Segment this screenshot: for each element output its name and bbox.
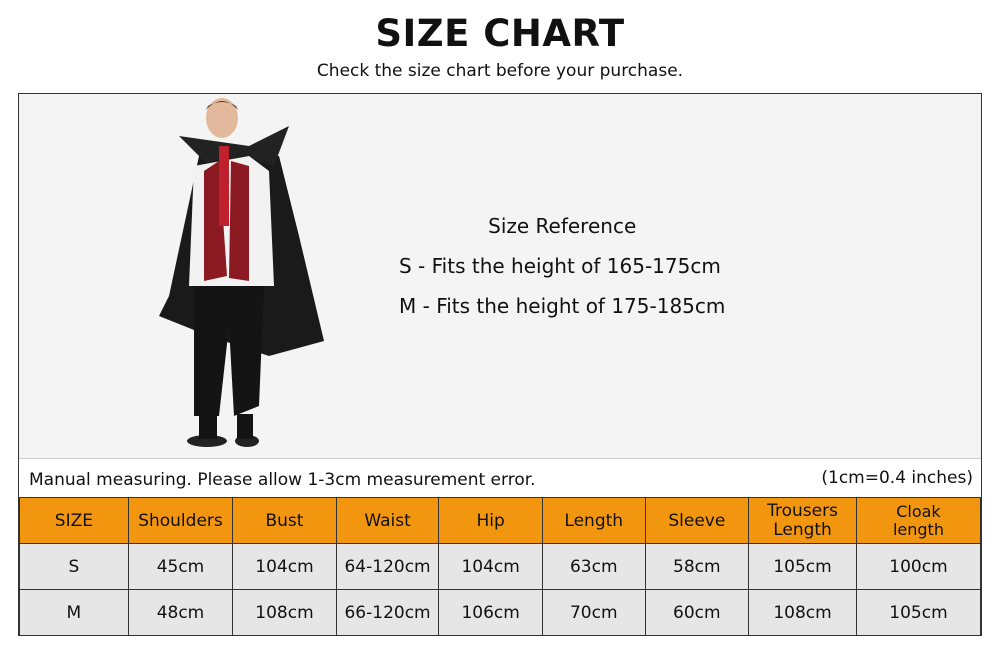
size-chart-panel: Size Reference S - Fits the height of 16… — [18, 93, 982, 636]
page-subtitle: Check the size chart before your purchas… — [316, 61, 684, 81]
table-cell: 104cm — [232, 543, 337, 590]
measurement-note: Manual measuring. Please allow 1-3cm mea… — [29, 470, 536, 490]
size-reference-line: M - Fits the height of 175-185cm — [399, 294, 726, 318]
column-header: Waist — [335, 497, 440, 544]
table-cell: 106cm — [438, 589, 543, 636]
size-reference-line: S - Fits the height of 165-175cm — [399, 254, 721, 278]
column-header: Length — [541, 497, 646, 544]
table-header-row: SIZE Shoulders Bust Waist Hip Length Sle… — [19, 497, 982, 544]
column-header: Bust — [232, 497, 337, 544]
unit-conversion: (1cm=0.4 inches) — [821, 468, 973, 488]
table-cell: 64-120cm — [335, 543, 440, 590]
table-cell: 105cm — [748, 543, 857, 590]
table-row: M 48cm 108cm 66-120cm 106cm 70cm 60cm 10… — [19, 589, 982, 636]
table-cell: 45cm — [127, 543, 234, 590]
column-header: Sleeve — [644, 497, 750, 544]
table-cell: M — [19, 589, 129, 636]
table-cell: 104cm — [438, 543, 543, 590]
size-reference: Size Reference S - Fits the height of 16… — [399, 206, 725, 326]
table-cell: S — [19, 543, 129, 590]
product-photo-area: Size Reference S - Fits the height of 16… — [19, 94, 981, 459]
column-header: Hip — [438, 497, 543, 544]
table-cell: 60cm — [644, 589, 750, 636]
table-cell: 58cm — [644, 543, 750, 590]
table-cell: 70cm — [541, 589, 646, 636]
table-cell: 63cm — [541, 543, 646, 590]
table-cell: 108cm — [748, 589, 857, 636]
size-table: SIZE Shoulders Bust Waist Hip Length Sle… — [19, 497, 982, 636]
table-cell: 100cm — [855, 543, 982, 590]
table-cell: 66-120cm — [335, 589, 440, 636]
table-cell: 105cm — [855, 589, 982, 636]
column-header: Cloak length — [855, 497, 982, 544]
column-header: Trousers Length — [748, 497, 857, 544]
table-cell: 48cm — [127, 589, 234, 636]
table-row: S 45cm 104cm 64-120cm 104cm 63cm 58cm 10… — [19, 543, 982, 590]
size-reference-heading: Size Reference — [488, 214, 637, 238]
vampire-costume-model-image — [159, 98, 324, 447]
page-title: SIZE CHART — [375, 12, 625, 55]
table-cell: 108cm — [232, 589, 337, 636]
column-header: Shoulders — [127, 497, 234, 544]
column-header: SIZE — [19, 497, 129, 544]
